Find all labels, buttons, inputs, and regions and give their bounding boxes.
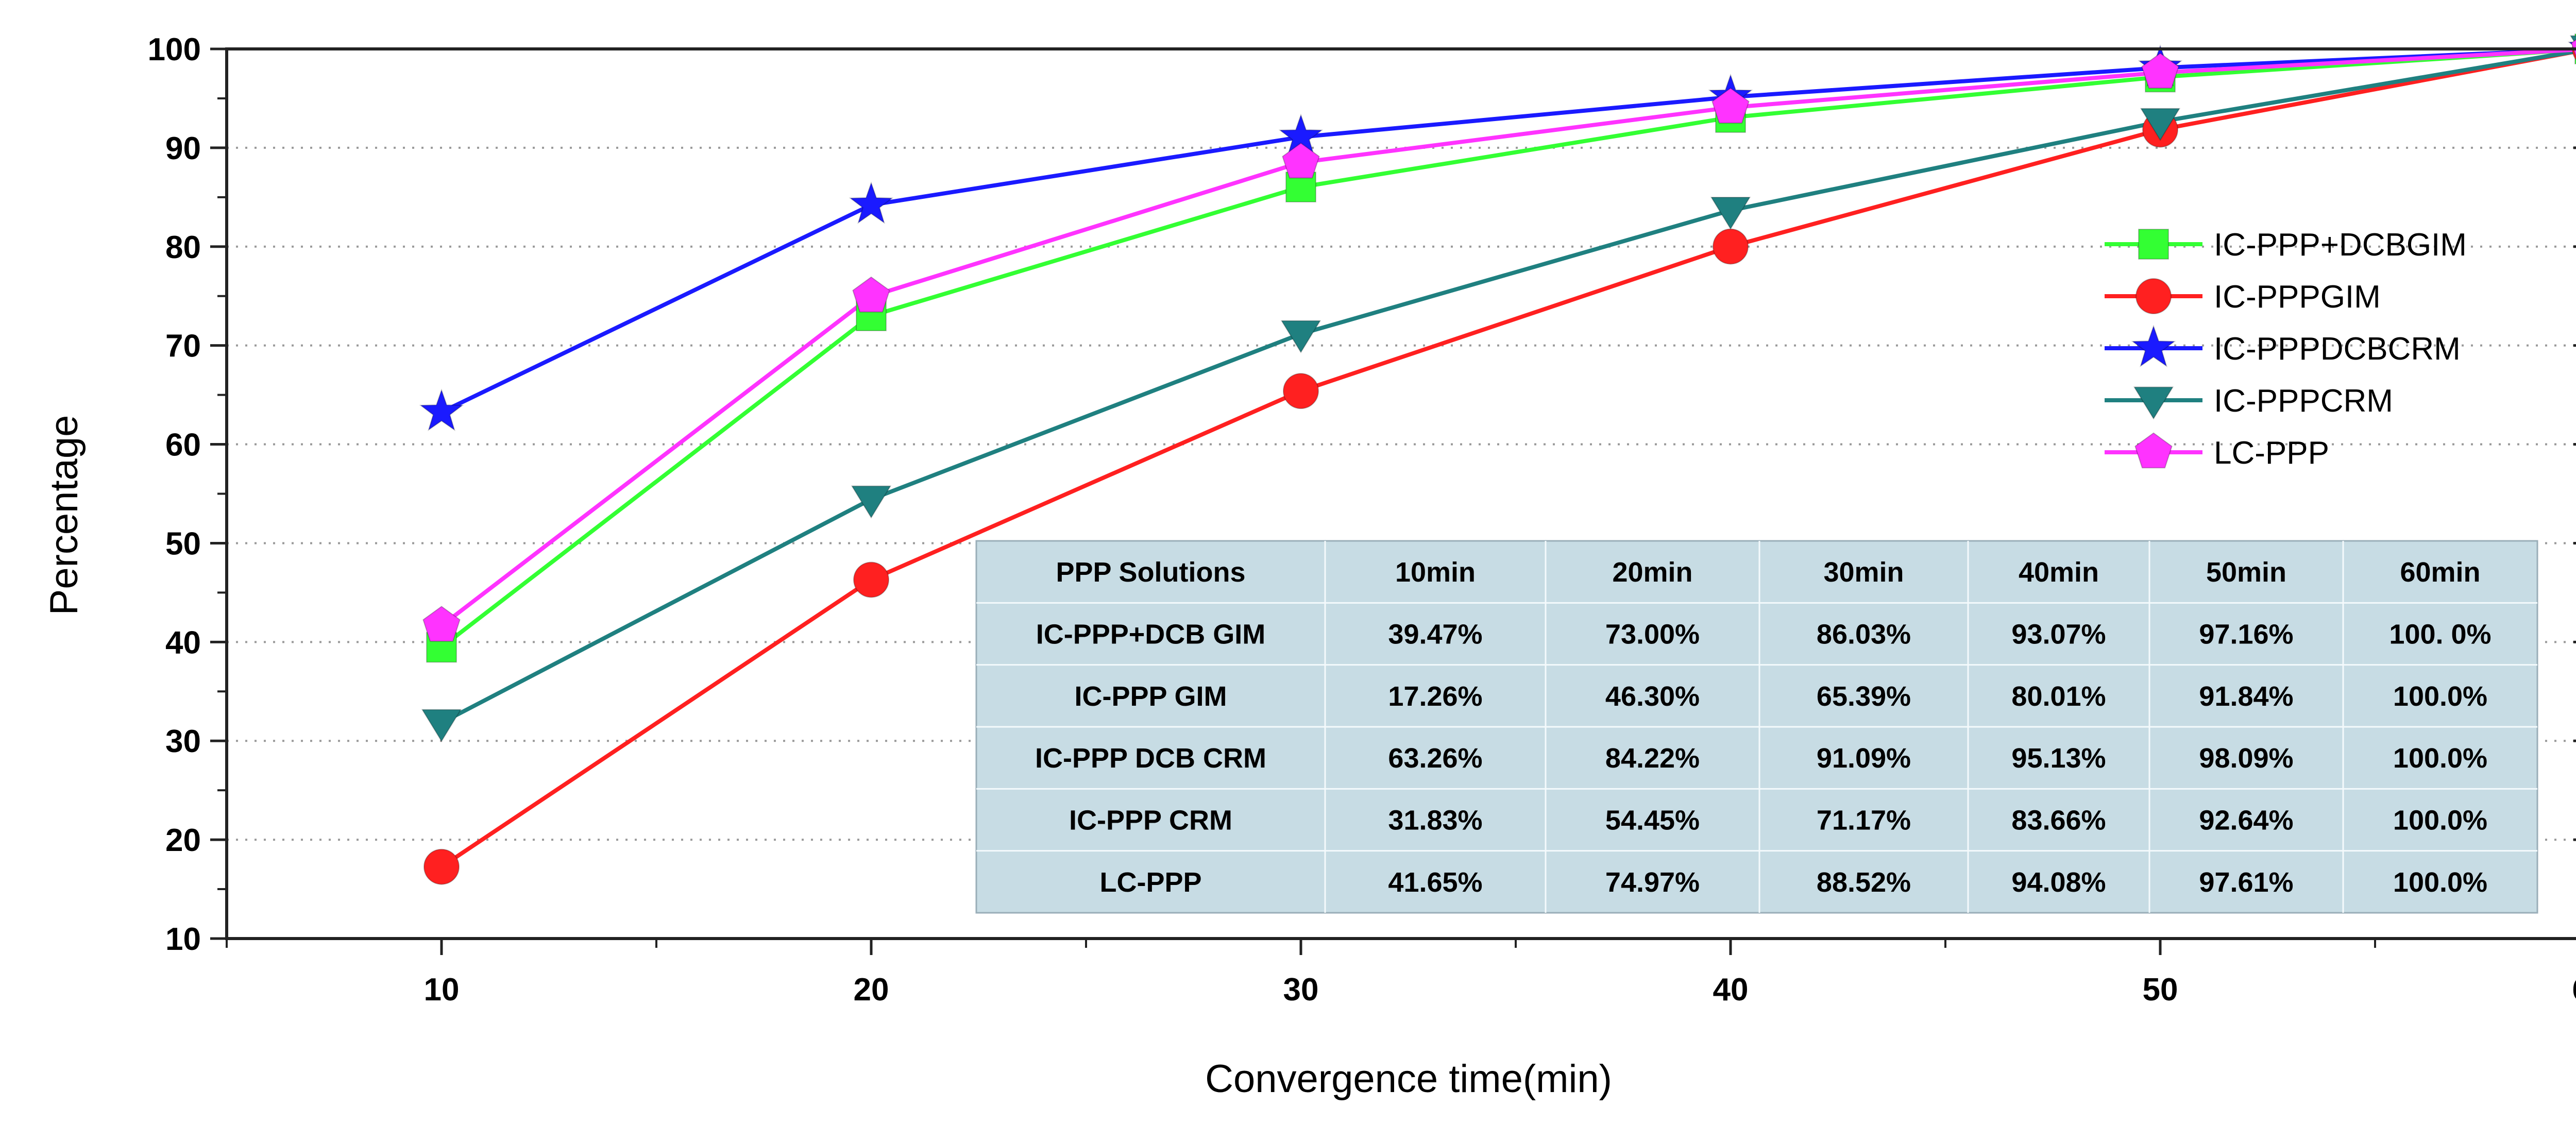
- data-point: [422, 606, 461, 642]
- x-tick-label: 60: [2572, 972, 2576, 1008]
- y-tick-label: 60: [165, 428, 201, 463]
- data-point: [2569, 35, 2576, 46]
- summary-table: PPP Solutions 10min 20min 30min 40min 50min 60…: [975, 540, 2538, 914]
- table-cell: 97.16%: [2199, 619, 2293, 650]
- table-cell: 71.17%: [1817, 805, 1911, 836]
- data-point: [852, 276, 890, 313]
- table-cell: 17.26%: [1388, 681, 1482, 712]
- table-cell: 73.00%: [1605, 619, 1700, 650]
- series-line: [440, 49, 2576, 869]
- table-cell: 93.07%: [2011, 619, 2106, 650]
- y-axis-label: Percentage: [42, 415, 86, 616]
- table-header-cell: 10min: [1395, 557, 1476, 588]
- y-tick-label: 100: [148, 32, 201, 67]
- table-cell: LC-PPP: [1099, 867, 1201, 898]
- y-tick-label: 90: [165, 131, 201, 166]
- table-cell: 80.01%: [2011, 681, 2106, 712]
- table-cell: 31.83%: [1388, 805, 1482, 836]
- table-cell: 83.66%: [2011, 805, 2106, 836]
- legend: IC-PPP+DCBGIM IC-PPPGIM IC-PPPDCBCRM IC-PPP…: [2105, 227, 2467, 471]
- data-point: [1710, 197, 1751, 230]
- series-line: [440, 47, 2576, 414]
- table-cell: 100.0%: [2393, 681, 2487, 712]
- x-tick-label: 50: [2143, 972, 2178, 1008]
- y-tick-label: 80: [165, 230, 201, 265]
- table-header-cell: 20min: [1612, 557, 1692, 588]
- table-cell: 100.0%: [2393, 805, 2487, 836]
- data-point: [1711, 87, 1750, 124]
- y-tick-label: 50: [165, 526, 201, 561]
- legend-label: LC-PPP: [2214, 435, 2329, 471]
- table-cell: 63.26%: [1388, 743, 1482, 774]
- legend-label: IC-PPP+DCBGIM: [2214, 227, 2467, 263]
- data-point: [419, 388, 464, 431]
- table-cell: 74.97%: [1605, 867, 1700, 898]
- legend-marker: [2133, 386, 2174, 420]
- table-cell: 46.30%: [1605, 681, 1700, 712]
- table-cell: 88.52%: [1817, 867, 1911, 898]
- data-point: [421, 709, 462, 742]
- data-point: [2140, 108, 2181, 141]
- data-point: [1283, 373, 1319, 410]
- table-cell: 95.13%: [2011, 743, 2106, 774]
- table-cell: 91.84%: [2199, 681, 2293, 712]
- legend-marker: [2134, 432, 2173, 469]
- table-cell: 65.39%: [1817, 681, 1911, 712]
- x-tick-label: 20: [854, 972, 889, 1008]
- data-point: [1282, 142, 1320, 179]
- table-header-cell: 50min: [2206, 557, 2286, 588]
- legend-label: IC-PPPDCBCRM: [2214, 331, 2461, 367]
- table-cell: 41.65%: [1388, 867, 1482, 898]
- table-cell: IC-PPP GIM: [1074, 681, 1227, 712]
- table-cell: 100.0%: [2393, 743, 2487, 774]
- legend-label: IC-PPPGIM: [2214, 279, 2381, 315]
- table-header-cell: 60min: [2400, 557, 2480, 588]
- data-point: [423, 848, 460, 885]
- legend-marker: [2131, 325, 2176, 367]
- data-point: [2141, 53, 2179, 89]
- series-line: [440, 47, 2576, 627]
- data-point: [853, 561, 889, 598]
- data-point: [1713, 228, 1749, 265]
- series-line: [440, 47, 2576, 649]
- data-point: [1280, 320, 1321, 353]
- table-cell: 100. 0%: [2389, 619, 2491, 650]
- x-tick-label: 40: [1713, 972, 1749, 1008]
- table-cell: 86.03%: [1817, 619, 1911, 650]
- table-cell: 84.22%: [1605, 743, 1700, 774]
- legend-marker: [2138, 229, 2169, 260]
- table-header-cell: 30min: [1823, 557, 1904, 588]
- table-cell: IC-PPP CRM: [1069, 805, 1232, 836]
- axes: 10 20 30 40 50 60 70 80 90 100 10 20 30 40 50 60: [148, 32, 2576, 1008]
- table-cell: 54.45%: [1605, 805, 1700, 836]
- legend-label: IC-PPPCRM: [2214, 383, 2393, 419]
- legend-marker: [2136, 278, 2172, 314]
- x-tick-label: 10: [424, 972, 460, 1008]
- x-axis-label: Convergence time(min): [1205, 1057, 1612, 1101]
- table-cell: 94.08%: [2011, 867, 2106, 898]
- y-tick-label: 70: [165, 329, 201, 364]
- y-tick-label: 40: [165, 625, 201, 660]
- table-cell: IC-PPP DCB CRM: [1035, 743, 1266, 774]
- data-point: [851, 485, 892, 519]
- y-tick-label: 30: [165, 724, 201, 759]
- table-cell: 100.0%: [2393, 867, 2487, 898]
- data-point: [849, 181, 894, 224]
- table-header-cell: PPP Solutions: [1056, 557, 1245, 588]
- x-tick-label: 30: [1283, 972, 1319, 1008]
- y-tick-label: 10: [165, 922, 201, 957]
- table-cell: 39.47%: [1388, 619, 1482, 650]
- table-cell: IC-PPP+DCB GIM: [1036, 619, 1266, 650]
- series-line: [440, 49, 2576, 725]
- table-cell: 98.09%: [2199, 743, 2293, 774]
- table-cell: 91.09%: [1817, 743, 1911, 774]
- table-header-cell: 40min: [2019, 557, 2099, 588]
- y-tick-label: 20: [165, 823, 201, 858]
- series-lines: [419, 33, 2576, 885]
- table-cell: 92.64%: [2199, 805, 2293, 836]
- table-cell: 97.61%: [2199, 867, 2293, 898]
